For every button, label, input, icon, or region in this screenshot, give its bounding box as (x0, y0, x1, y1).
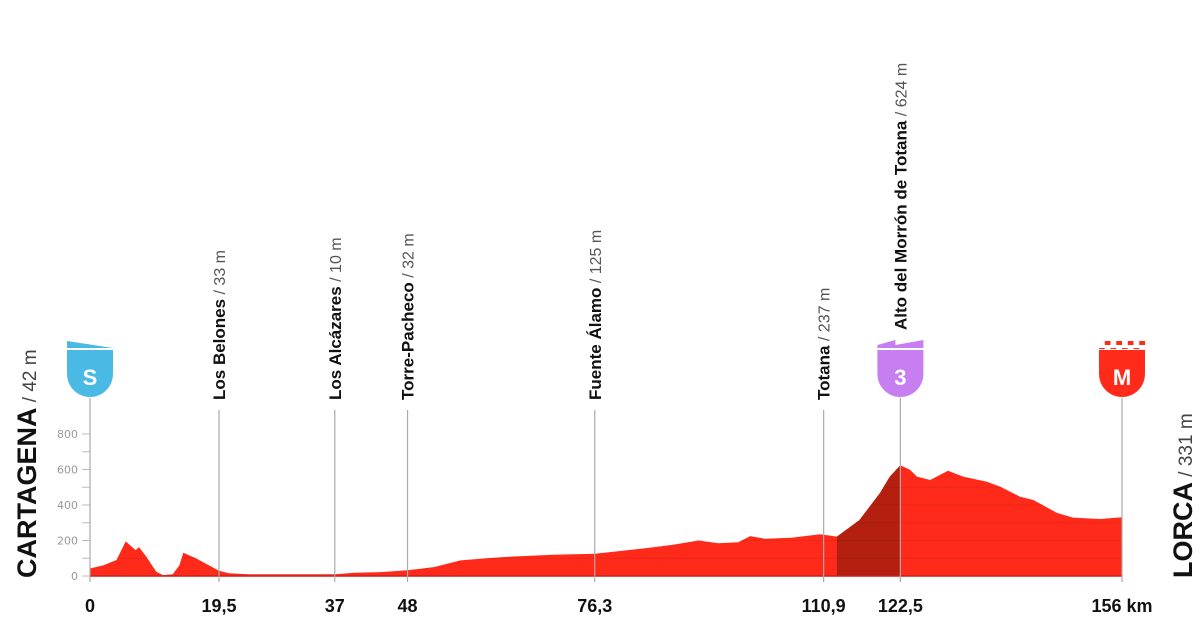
y-tick-label: 0 (71, 570, 78, 583)
finish-town-label: LORCA / 331 m (1168, 413, 1198, 578)
y-tick-label: 800 (57, 428, 78, 441)
icon-checker (1116, 341, 1122, 345)
icon-letter: S (83, 365, 98, 390)
finish-flag-icon: M (1099, 341, 1145, 397)
start-town-label: CARTAGENA / 42 m (12, 349, 42, 578)
icon-shield (1099, 350, 1145, 397)
icon-checker (1139, 341, 1145, 345)
finish-altitude: / 331 m (1176, 413, 1197, 482)
y-tick-label: 600 (57, 464, 78, 477)
finish-name: LORCA (1168, 482, 1198, 578)
km-label: 48 (398, 596, 418, 616)
waypoint-label: Los Belones / 33 m (210, 250, 229, 400)
km-label: 110,9 (802, 596, 846, 616)
waypoint-label: Torre-Pacheco / 32 m (399, 233, 418, 400)
waypoint-label: Totana / 237 m (815, 288, 834, 400)
km-label: 37 (325, 596, 345, 616)
sky-mask (90, 0, 1122, 575)
icon-letter: M (1113, 365, 1131, 390)
icon-checker (1127, 341, 1134, 345)
icon-checker (1104, 341, 1111, 345)
climb-label: Alto del Morrón de Totana / 624 m (891, 63, 910, 330)
km-label: 0 (85, 596, 95, 616)
waypoint-altitude: / 33 m (212, 250, 229, 299)
waypoint-name: Totana (815, 345, 834, 400)
km-label: 122,5 (878, 596, 923, 616)
icon-shield (877, 350, 924, 397)
km-label: 19,5 (201, 596, 236, 616)
icon-letter: 3 (894, 365, 906, 390)
y-tick-label: 200 (57, 535, 78, 548)
waypoint-altitude: / 10 m (328, 237, 345, 286)
icon-flag (67, 341, 113, 348)
waypoint-altitude: / 125 m (588, 230, 605, 288)
waypoint-altitude: / 237 m (817, 288, 834, 346)
waypoint-name: Los Alcázares (326, 286, 345, 400)
climb-section-area (836, 465, 901, 576)
waypoint-name: Los Belones (210, 299, 229, 400)
waypoint-altitude: / 624 m (893, 63, 910, 121)
waypoint-name: Torre-Pacheco (399, 282, 418, 400)
start-altitude: / 42 m (20, 349, 41, 407)
km-label: 76,3 (577, 596, 612, 616)
waypoint-label: Fuente Álamo / 125 m (586, 230, 605, 400)
y-tick-label: 400 (57, 499, 78, 512)
km-label: 156 km (1091, 596, 1152, 616)
waypoint-altitude: / 32 m (401, 233, 418, 282)
waypoint-name: Fuente Álamo (586, 288, 605, 400)
icon-peaks (877, 340, 924, 348)
start-flag-icon: S (67, 341, 113, 397)
icon-shield (67, 350, 113, 397)
waypoint-label: Los Alcázares / 10 m (326, 237, 345, 400)
start-name: CARTAGENA (12, 408, 42, 579)
climb-category-icon: 3 (877, 340, 924, 397)
icon-checker-gap (1099, 345, 1145, 348)
waypoint-name: Alto del Morrón de Totana (891, 120, 910, 330)
